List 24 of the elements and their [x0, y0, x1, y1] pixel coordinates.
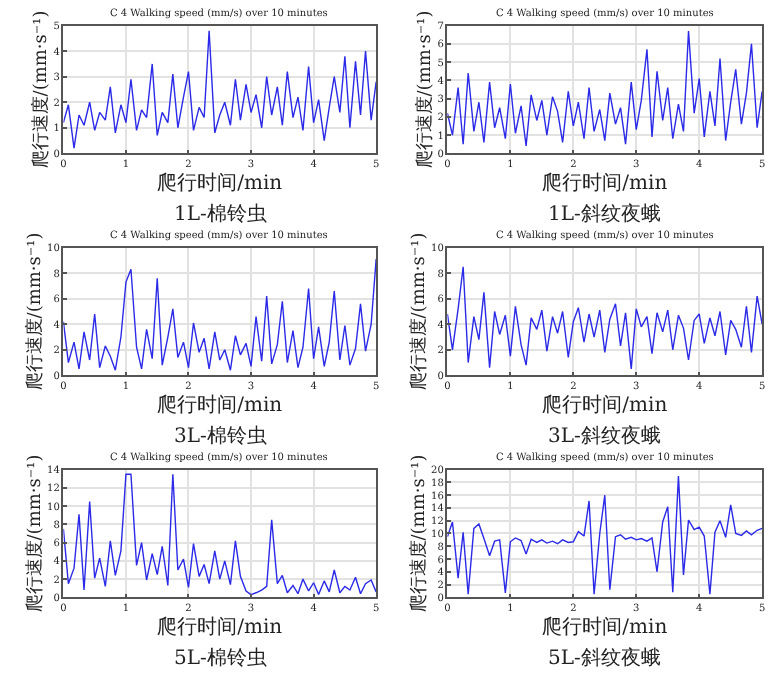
x-axis-title: 爬行时间/min [542, 392, 669, 417]
line-series [63, 258, 377, 371]
line-series [447, 30, 763, 147]
line-series [447, 475, 763, 595]
text: 5L-斜纹夜蛾 [548, 646, 661, 670]
line-series [63, 473, 377, 596]
y-axis-title: 爬行速度/(mm·s⁻¹) [23, 232, 46, 391]
x-axis-title: 爬行时间/min [542, 170, 669, 195]
line-series [63, 30, 377, 149]
text: 3L-棉铃虫 [174, 424, 267, 448]
line-series [447, 266, 763, 370]
x-axis-title: 爬行时间/min [157, 614, 284, 639]
y-axis-title: 爬行速度/(mm·s⁻¹) [407, 454, 430, 613]
text: 3L-斜纹夜蛾 [548, 424, 661, 448]
y-axis-title: 爬行速度/(mm·s⁻¹) [414, 10, 437, 169]
x-axis-title: 爬行时间/min [157, 392, 284, 417]
text: 5L-棉铃虫 [174, 646, 267, 670]
y-axis-title: 爬行速度/(mm·s⁻¹) [407, 232, 430, 391]
y-axis-title: 爬行速度/(mm·s⁻¹) [30, 10, 53, 169]
x-axis-title: 爬行时间/min [157, 170, 284, 195]
y-axis-title: 爬行速度/(mm·s⁻¹) [23, 454, 46, 613]
text: 1L-棉铃虫 [174, 202, 267, 226]
text: 1L-斜纹夜蛾 [548, 202, 661, 226]
x-axis-title: 爬行时间/min [542, 614, 669, 639]
